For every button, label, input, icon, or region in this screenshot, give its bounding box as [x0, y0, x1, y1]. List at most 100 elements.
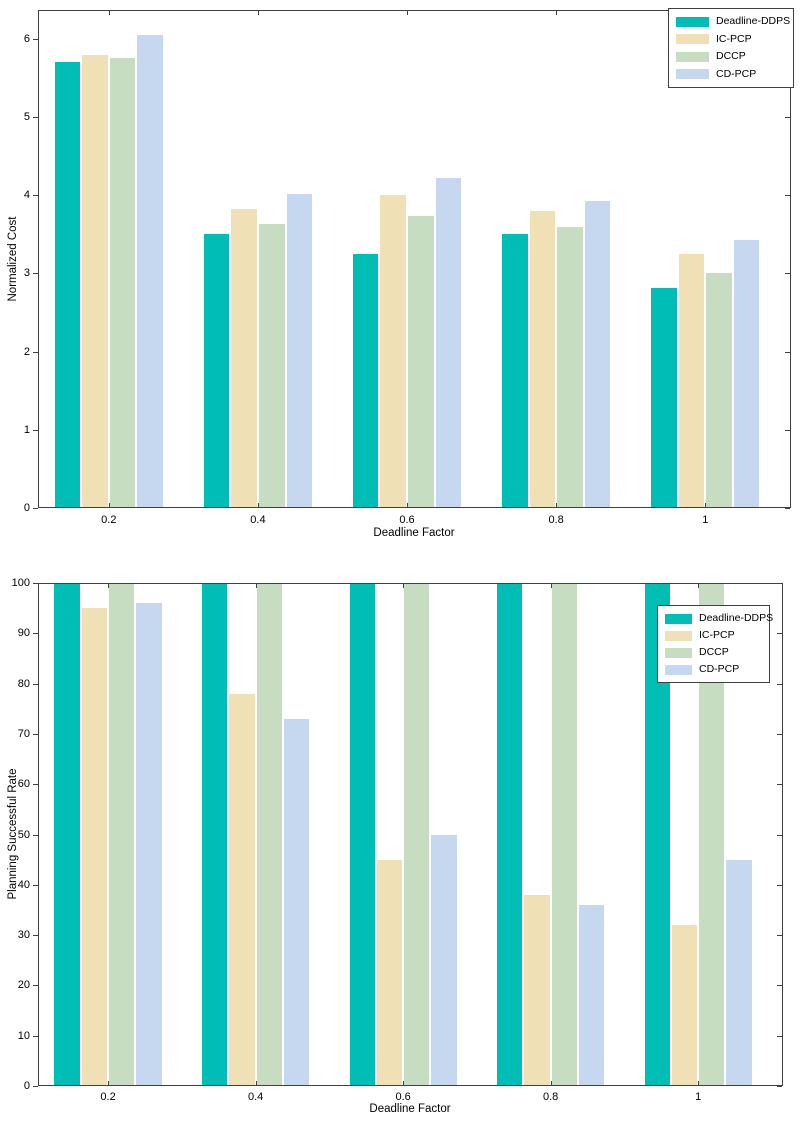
bottom-chart-y-tick-right — [777, 633, 782, 635]
legend-item-Deadline-DDPS: Deadline-DDPS — [676, 16, 790, 27]
bar-Deadline-DDPS-0.4 — [202, 583, 228, 1086]
bottom-chart-y-tick-label: 60 — [17, 778, 30, 791]
bottom-chart-x-tick-top — [403, 584, 405, 588]
top-chart-x-tick — [108, 503, 110, 507]
legend-label: DCCP — [699, 646, 729, 658]
bottom-chart-y-tick — [33, 985, 38, 987]
legend-swatch-DCCP — [676, 51, 709, 62]
bar-Deadline-DDPS-0.8 — [497, 583, 523, 1086]
top-chart-x-axis-label: Deadline Factor — [373, 527, 455, 539]
legend-label: DCCP — [716, 50, 746, 63]
bar-DCCP-0.4 — [258, 224, 285, 508]
bar-CD-PCP-0.6 — [431, 834, 457, 1086]
bar-CD-PCP-0.8 — [578, 904, 605, 1086]
bottom-chart-y-tick — [33, 1086, 38, 1087]
bottom-chart-y-tick-right — [777, 583, 782, 584]
top-chart-x-tick-label: 0.6 — [399, 514, 415, 526]
bar-CD-PCP-0.6 — [435, 178, 462, 508]
bottom-chart-y-tick-label: 50 — [17, 828, 30, 841]
bottom-chart-y-tick — [33, 1035, 38, 1037]
top-chart-y-tick-right — [785, 351, 790, 353]
bottom-chart-x-tick — [698, 1081, 700, 1085]
bar-Deadline-DDPS-0.6 — [349, 583, 375, 1086]
bottom-chart-y-tick-label: 0 — [23, 1080, 30, 1092]
bottom-chart-x-tick-label: 0.4 — [247, 1091, 264, 1103]
legend-label: IC-PCP — [699, 629, 735, 641]
top-chart-x-tick-label: 1 — [702, 514, 709, 526]
top-chart-x-tick-top — [257, 11, 259, 15]
bottom-chart-y-tick-right — [777, 733, 782, 735]
bottom-chart-y-tick-label: 40 — [17, 878, 30, 891]
top-chart-y-tick-label: 2 — [23, 345, 30, 358]
bottom-chart-x-tick-top — [698, 584, 700, 588]
top-chart-x-tick-top — [108, 11, 110, 15]
bottom-chart-x-tick-label: 0.6 — [395, 1091, 411, 1103]
bottom-chart-x-tick-label: 0.2 — [100, 1091, 116, 1103]
bar-DCCP-0.4 — [256, 583, 282, 1086]
bar-IC-PCP-0.2 — [81, 608, 108, 1086]
top-chart-y-tick — [33, 429, 38, 431]
legend-swatch-Deadline-DDPS — [665, 613, 692, 624]
bar-DCCP-0.8 — [551, 583, 577, 1086]
top-chart-y-tick — [33, 38, 38, 40]
bar-Deadline-DDPS-0.2 — [54, 583, 80, 1086]
bar-IC-PCP-0.8 — [529, 210, 556, 508]
legend-swatch-Deadline-DDPS — [676, 16, 709, 27]
bar-CD-PCP-0.4 — [286, 193, 313, 508]
top-chart-x-tick-label: 0.8 — [548, 514, 564, 526]
legend-swatch-DCCP — [665, 647, 692, 658]
bottom-chart-y-tick-label: 10 — [17, 1029, 30, 1042]
bottom-chart-y-tick-label: 30 — [17, 929, 30, 942]
bottom-chart-y-tick-right — [777, 935, 782, 937]
bar-DCCP-0.6 — [404, 583, 430, 1086]
top-chart-y-tick — [33, 195, 38, 197]
bar-IC-PCP-0.4 — [229, 693, 255, 1086]
legend-label: Deadline-DDPS — [699, 612, 774, 624]
bottom-chart-y-tick — [33, 784, 38, 786]
bottom-chart-y-tick-label: 90 — [17, 627, 30, 640]
top-chart-y-tick-label: 3 — [23, 267, 30, 280]
bottom-chart-x-tick-label: 1 — [695, 1091, 702, 1103]
bar-DCCP-0.2 — [109, 58, 136, 508]
legend-swatch-IC-PCP — [676, 34, 709, 45]
legend-item-Deadline-DDPS: Deadline-DDPS — [665, 613, 773, 624]
bottom-chart-y-tick-right — [777, 1035, 782, 1037]
top-chart-x-tick-top — [407, 11, 409, 15]
bar-DCCP-0.2 — [109, 583, 135, 1086]
top-chart-x-tick-label: 0.4 — [250, 514, 266, 526]
bottom-chart-y-tick — [33, 583, 38, 584]
legend-label: Deadline-DDPS — [716, 15, 791, 28]
top-chart-y-tick-right — [785, 195, 790, 197]
top-chart-y-tick — [33, 351, 38, 353]
legend-label: CD-PCP — [716, 67, 757, 80]
top-chart-y-tick-label: 5 — [23, 111, 30, 124]
bottom-chart-x-tick — [550, 1081, 552, 1085]
top-chart-y-tick-right — [785, 508, 790, 509]
bottom-chart-x-tick — [403, 1081, 405, 1085]
bottom-chart-x-tick-top — [255, 584, 257, 588]
bar-CD-PCP-0.8 — [584, 200, 611, 508]
bottom-chart-y-tick-label: 70 — [17, 727, 30, 740]
top-chart-y-tick-label: 1 — [23, 423, 30, 436]
bottom-chart-x-tick-top — [550, 584, 552, 588]
bar-IC-PCP-0.2 — [82, 54, 108, 508]
bar-IC-PCP-0.6 — [380, 195, 407, 508]
legend-item-IC-PCP: IC-PCP — [676, 33, 786, 45]
legend-swatch-CD-PCP — [665, 664, 692, 675]
bottom-chart-x-tick-top — [108, 584, 110, 588]
legend-item-CD-PCP: CD-PCP — [665, 664, 762, 675]
bottom-chart-y-tick-right — [777, 683, 782, 685]
bar-IC-PCP-1 — [671, 925, 698, 1086]
bottom-chart-y-tick — [33, 733, 38, 735]
bar-IC-PCP-0.4 — [231, 209, 257, 508]
bottom-chart-x-tick-label: 0.8 — [542, 1091, 559, 1103]
bottom-chart-y-tick-label: 20 — [17, 979, 30, 992]
bar-Deadline-DDPS-0.8 — [501, 234, 528, 508]
legend-label: CD-PCP — [699, 663, 740, 675]
bar-DCCP-1 — [706, 273, 732, 508]
top-chart-y-tick-label: 0 — [23, 502, 30, 514]
top-chart-y-tick-right — [785, 429, 790, 431]
legend-item-DCCP: DCCP — [665, 647, 762, 658]
bottom-chart-x-tick — [255, 1081, 257, 1085]
